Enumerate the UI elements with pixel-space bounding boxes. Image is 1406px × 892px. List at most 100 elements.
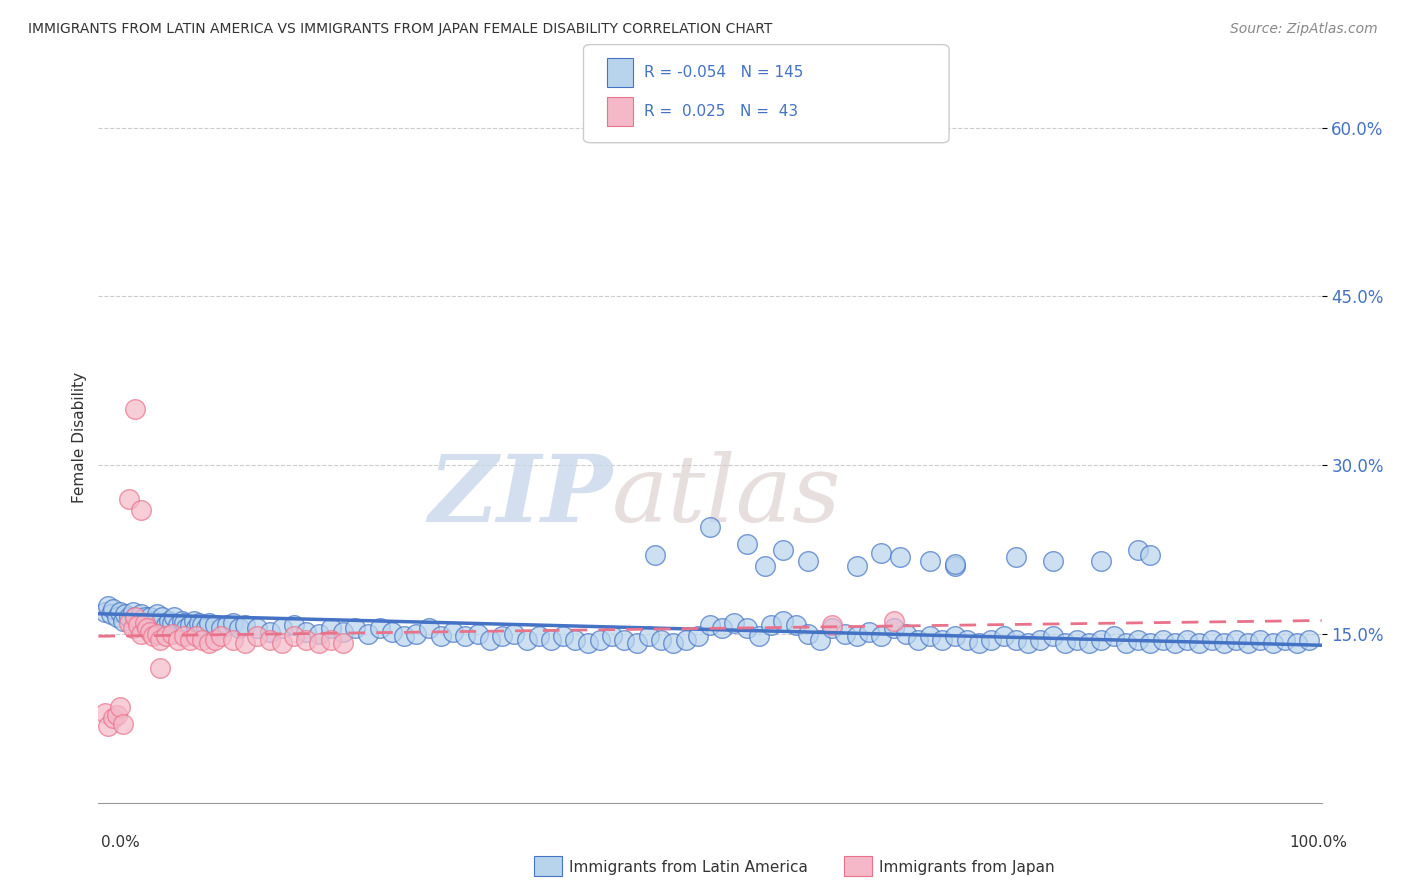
Point [883,621,905,635]
Point [454,629,477,643]
Point [883,614,905,628]
Point [1066,632,1088,647]
Point [761,618,783,632]
Point [93,605,115,619]
Point [600,629,623,643]
Point [686,629,709,643]
Point [160,627,183,641]
Point [467,627,489,641]
Point [1017,636,1039,650]
Point [160,615,183,630]
Point [1139,636,1161,650]
Point [920,629,942,643]
Point [723,615,745,630]
Point [146,607,169,621]
Point [613,632,636,647]
Point [564,632,586,647]
Point [1298,632,1320,647]
Point [146,627,169,641]
Point [129,503,152,517]
Point [368,621,391,635]
Text: R =  0.025   N =  43: R = 0.025 N = 43 [644,104,799,119]
Point [430,629,453,643]
Point [797,627,820,641]
Point [246,629,269,643]
Point [1249,632,1271,647]
Point [1201,632,1223,647]
Point [589,632,612,647]
Y-axis label: Female Disability: Female Disability [72,371,87,503]
Point [332,636,354,650]
Point [1090,632,1112,647]
Point [1102,629,1125,643]
Point [233,618,256,632]
Point [173,615,195,630]
Point [179,632,201,647]
Point [1004,632,1026,647]
Point [675,632,697,647]
Point [845,559,868,574]
Point [1237,636,1260,650]
Point [197,615,219,630]
Point [209,629,232,643]
Point [283,629,305,643]
Text: Source: ZipAtlas.com: Source: ZipAtlas.com [1230,22,1378,37]
Point [785,618,807,632]
Point [894,627,917,641]
Point [149,661,172,675]
Point [332,624,354,639]
Point [97,599,120,613]
Text: ZIP: ZIP [427,450,612,541]
Point [821,618,844,632]
Point [121,621,143,635]
Text: Immigrants from Japan: Immigrants from Japan [879,860,1054,874]
Point [834,627,856,641]
Point [167,618,190,632]
Point [527,629,550,643]
Point [139,610,162,624]
Point [1004,550,1026,565]
Point [233,636,256,650]
Point [626,636,648,650]
Point [149,615,172,630]
Point [405,627,427,641]
Point [195,621,218,635]
Point [167,632,190,647]
Point [1274,632,1296,647]
Point [124,610,146,624]
Text: IMMIGRANTS FROM LATIN AMERICA VS IMMIGRANTS FROM JAPAN FEMALE DISABILITY CORRELA: IMMIGRANTS FROM LATIN AMERICA VS IMMIGRA… [28,22,772,37]
Point [136,621,159,635]
Point [1090,554,1112,568]
Point [662,636,685,650]
Point [129,607,152,621]
Point [176,621,198,635]
Point [821,621,844,635]
Point [127,614,149,628]
Point [1128,542,1150,557]
Point [118,615,141,630]
Point [418,621,440,635]
Point [711,621,734,635]
Point [503,627,526,641]
Point [870,546,893,560]
Point [295,632,318,647]
Point [1225,632,1247,647]
Point [735,537,758,551]
Point [858,624,880,639]
Point [980,632,1002,647]
Point [553,629,575,643]
Point [101,711,124,725]
Point [1286,636,1309,650]
Point [191,632,214,647]
Point [1115,636,1137,650]
Point [699,618,721,632]
Point [259,632,281,647]
Point [491,629,513,643]
Point [748,629,770,643]
Point [228,621,250,635]
Point [110,605,132,619]
Point [136,615,159,630]
Point [186,629,208,643]
Point [186,621,208,635]
Point [100,607,122,621]
